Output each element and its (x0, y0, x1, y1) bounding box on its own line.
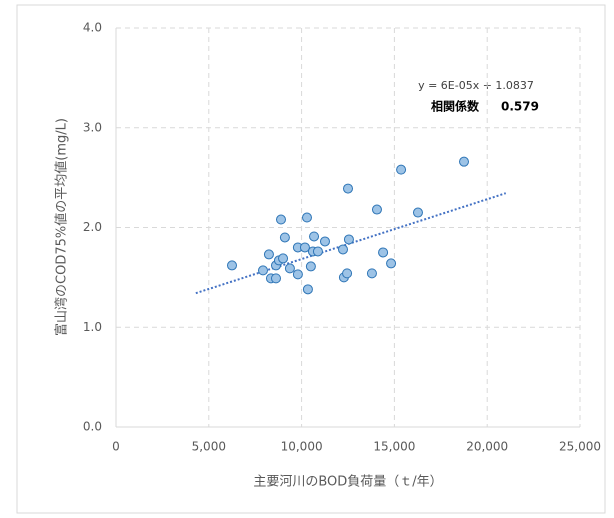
x-tick-label: 10,000 (281, 440, 323, 454)
point (302, 284, 313, 295)
point (386, 258, 397, 269)
point (299, 242, 310, 253)
correlation-label: 相関係数 (431, 99, 480, 114)
point (412, 207, 423, 218)
point (319, 236, 330, 247)
point (305, 261, 316, 272)
x-tick-label: 5,000 (192, 440, 226, 454)
point (278, 253, 289, 264)
x-tick-label: 15,000 (373, 440, 415, 454)
x-tick-label: 25,000 (559, 440, 601, 454)
y-tick-label: 4.0 (83, 21, 102, 35)
chart-border (16, 4, 606, 514)
correlation-value: 0.579 (501, 100, 539, 114)
trend-equation: y = 6E-05x + 1.0837 (418, 79, 534, 92)
point (270, 273, 281, 284)
y-tick-label: 2.0 (83, 220, 102, 234)
y-tick-label: 1.0 (83, 320, 102, 334)
point (342, 268, 353, 279)
point (312, 246, 323, 257)
y-tick-label: 3.0 (83, 120, 102, 134)
point (309, 231, 320, 242)
point (396, 164, 407, 175)
x-axis-title: 主要河川のBOD負荷量（ｔ/年） (253, 475, 442, 490)
point (257, 265, 268, 276)
y-tick-label: 0.0 (83, 420, 102, 434)
y-axis-title: 富山湾のCOD75%値の平均値(mg/L) (54, 118, 70, 336)
point (371, 204, 382, 215)
point (378, 247, 389, 258)
point (227, 260, 237, 271)
point (279, 232, 290, 243)
point (275, 214, 286, 225)
point (263, 249, 274, 260)
point (301, 212, 312, 223)
point (284, 263, 295, 274)
point (292, 269, 303, 280)
point (343, 234, 354, 245)
point (366, 268, 377, 279)
point (337, 244, 348, 255)
x-tick-label: 0 (112, 440, 120, 454)
x-tick-label: 20,000 (466, 440, 508, 454)
point (343, 183, 353, 194)
point (459, 156, 469, 167)
